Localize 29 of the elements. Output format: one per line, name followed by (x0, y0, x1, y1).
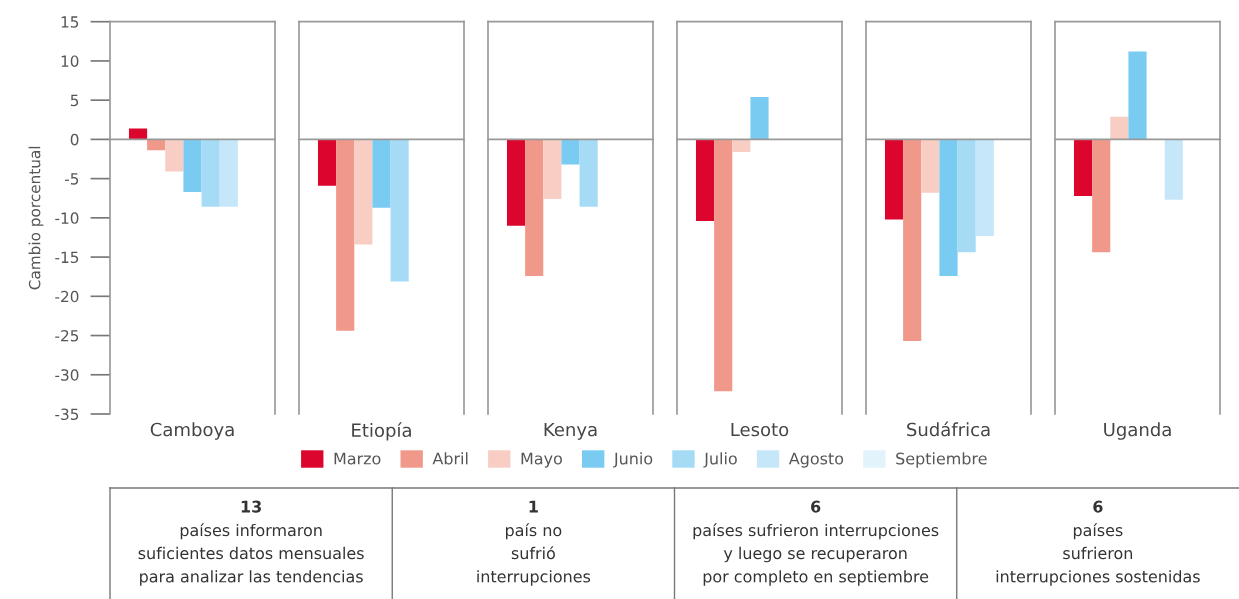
y-axis-title: Cambio porcentual (28, 146, 44, 290)
y-tick-label: 10 (61, 55, 79, 67)
y-tick-label: -25 (55, 330, 79, 342)
y-tick-label: 5 (70, 94, 79, 107)
y-tick-label: 0 (70, 133, 79, 146)
text: 6 países sufrieron interrupciones y luego se recuperaron por completo en septiembre (693, 500, 939, 586)
legend-label: Abril (432, 452, 468, 465)
x-tick-label: Kenya (544, 422, 597, 440)
text: 6 países sufrieron interrupciones sostenidas (996, 500, 1200, 586)
x-tick-label: Sudáfrica (907, 421, 990, 437)
y-tick-label: -30 (55, 369, 79, 381)
legend-label: Septiembre (896, 452, 987, 468)
y-tick-label: -20 (55, 290, 79, 303)
x-tick-label: Lesoto (731, 422, 789, 437)
legend-label: Julio (703, 452, 737, 468)
y-tick-label: -10 (55, 212, 79, 224)
y-tick-label: -15 (55, 251, 79, 264)
legend-label: Marzo (334, 452, 381, 465)
y-tick-label: -5 (64, 173, 79, 185)
x-tick-label: Camboya (150, 422, 234, 440)
y-tick-label: 15 (61, 16, 79, 28)
y-tick-label: -35 (55, 408, 79, 421)
legend-label: Junio (613, 452, 653, 468)
x-tick-label: Uganda (1104, 422, 1171, 440)
legend-label: Mayo (521, 452, 562, 468)
legend-label: Agosto (788, 452, 844, 468)
x-tick-label: Etiopía (352, 422, 411, 441)
text: 13 países informaron suficientes datos mensuales para analizar las tendencias (138, 500, 364, 586)
text: 1 país no sufrió interrupciones (477, 500, 591, 586)
